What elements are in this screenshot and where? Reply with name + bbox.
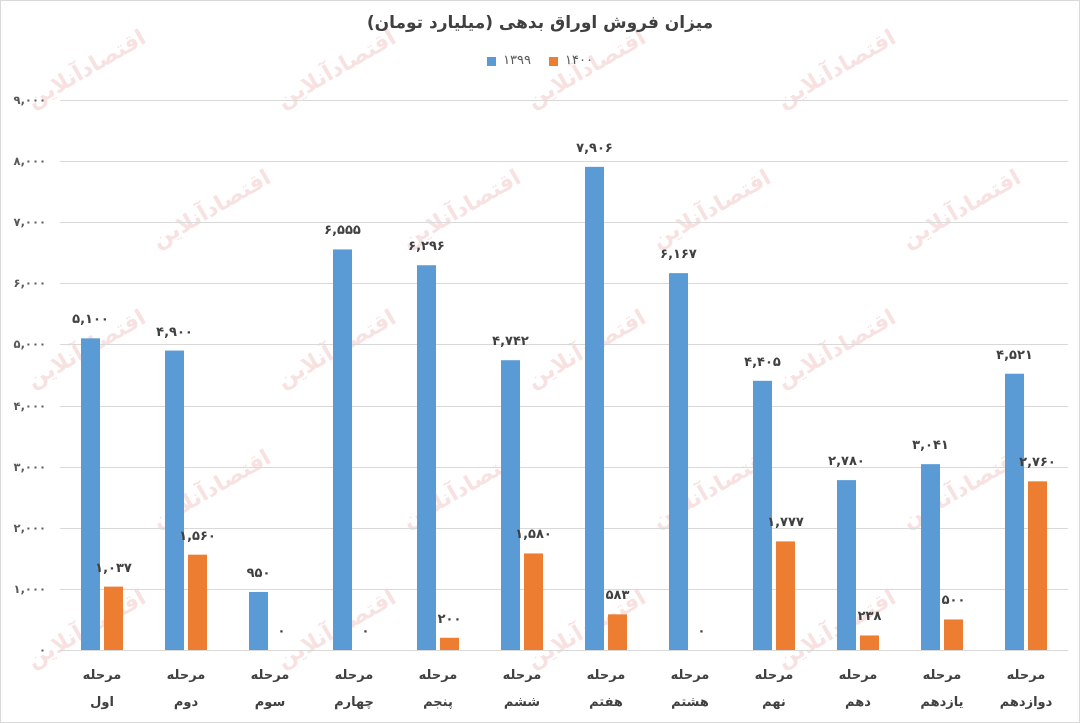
- bar-series-2-category-6: [524, 553, 543, 650]
- category-label-text: مرحله هشتم: [670, 668, 710, 710]
- y-tick-label: ۲,۰۰۰: [13, 520, 46, 535]
- data-label-series-2-category-3: ۰: [277, 624, 286, 639]
- data-label-series-1-category-9: ۴,۴۰۵: [744, 354, 781, 370]
- category-label-text: مرحله چهارم: [334, 668, 374, 710]
- legend-item-series-1: ۱۳۹۹: [487, 52, 531, 70]
- data-label-series-1-category-11: ۳,۰۴۱: [912, 438, 949, 454]
- bar-series-2-category-9: [776, 541, 795, 650]
- bar-series-2-category-12: [1028, 481, 1047, 650]
- bar-series-2-category-2: [188, 554, 207, 650]
- data-label-series-2-category-1: ۱,۰۳۷: [95, 560, 132, 576]
- category-label-text: مرحله ششم: [502, 668, 542, 710]
- bar-series-2-category-7: [608, 614, 627, 650]
- chart-title: میزان فروش اوراق بدهی (میلیارد تومان): [366, 13, 714, 33]
- category-label-text: مرحله دوم: [166, 668, 206, 710]
- bar-series-1-category-3: [249, 591, 268, 650]
- legend-item-series-2: ۱۴۰۰: [549, 52, 593, 70]
- legend: ۱۳۹۹ ۱۴۰۰: [0, 52, 1080, 70]
- category-label-7: مرحله هفتم: [564, 662, 648, 716]
- category-label-text: مرحله سوم: [250, 668, 290, 710]
- bar-series-2-category-1: [104, 586, 123, 650]
- bar-series-2-category-10: [860, 635, 879, 650]
- bar-series-1-category-7: [585, 166, 604, 650]
- category-label-4: مرحله چهارم: [312, 662, 396, 716]
- bar-series-1-category-4: [333, 249, 352, 650]
- data-label-series-2-category-8: ۰: [697, 624, 706, 639]
- category-label-5: مرحله پنجم: [396, 662, 480, 716]
- data-label-series-2-category-4: ۰: [361, 624, 370, 639]
- data-label-series-1-category-2: ۴,۹۰۰: [156, 324, 193, 340]
- category-label-text: مرحله دوازدهم: [999, 668, 1053, 710]
- data-label-series-1-category-4: ۶,۵۵۵: [324, 223, 361, 239]
- data-label-series-2-category-2: ۱,۵۶۰: [179, 528, 216, 544]
- category-label-1: مرحله اول: [60, 662, 144, 716]
- bar-series-1-category-5: [417, 265, 436, 650]
- data-label-series-1-category-12: ۴,۵۲۱: [996, 347, 1033, 363]
- data-label-series-2-category-9: ۱,۷۷۷: [767, 515, 804, 531]
- legend-swatch-series-2: [549, 56, 558, 66]
- bar-series-1-category-1: [81, 338, 100, 650]
- category-label-12: مرحله دوازدهم: [984, 662, 1068, 716]
- bar-series-2-category-11: [944, 619, 963, 650]
- data-label-series-1-category-6: ۴,۷۴۲: [492, 334, 529, 350]
- data-label-series-2-category-7: ۵۸۳: [605, 588, 630, 604]
- y-tick-label: ۴,۰۰۰: [13, 398, 46, 413]
- bar-series-1-category-8: [669, 273, 688, 650]
- legend-label-series-2: ۱۴۰۰: [565, 53, 593, 68]
- category-label-text: مرحله یازدهم: [920, 668, 964, 710]
- data-label-series-1-category-5: ۶,۲۹۶: [408, 239, 445, 255]
- category-label-10: مرحله دهم: [816, 662, 900, 716]
- legend-swatch-series-1: [487, 56, 497, 66]
- y-tick-label: ۷,۰۰۰: [13, 215, 46, 230]
- data-label-series-1-category-8: ۶,۱۶۷: [660, 247, 697, 263]
- category-label-text: مرحله نهم: [754, 668, 794, 710]
- y-tick-label: ۵,۰۰۰: [13, 337, 46, 352]
- category-label-9: مرحله نهم: [732, 662, 816, 716]
- y-tick-label: ۶,۰۰۰: [13, 276, 46, 291]
- data-label-series-2-category-10: ۲۳۸: [857, 609, 882, 625]
- data-label-series-1-category-1: ۵,۱۰۰: [72, 312, 109, 328]
- bar-series-1-category-11: [921, 464, 940, 650]
- gridlines: [60, 100, 1068, 651]
- category-label-text: مرحله پنجم: [418, 668, 458, 710]
- category-label-2: مرحله دوم: [144, 662, 228, 716]
- category-label-text: مرحله دهم: [838, 668, 878, 710]
- y-tick-label: ۰: [38, 643, 46, 657]
- data-label-series-1-category-10: ۲,۷۸۰: [828, 454, 865, 470]
- data-label-series-1-category-3: ۹۵۰: [246, 565, 271, 581]
- category-label-6: مرحله ششم: [480, 662, 564, 716]
- data-label-series-2-category-12: ۲,۷۶۰: [1019, 455, 1056, 471]
- data-label-series-2-category-6: ۱,۵۸۰: [515, 527, 552, 543]
- bar-series-1-category-10: [837, 480, 856, 650]
- bar-series-2-category-5: [440, 637, 459, 650]
- category-label-3: مرحله سوم: [228, 662, 312, 716]
- bar-series-1-category-9: [753, 380, 772, 650]
- y-tick-label: ۳,۰۰۰: [13, 459, 46, 474]
- category-label-text: مرحله هفتم: [586, 668, 626, 710]
- data-label-series-2-category-11: ۵۰۰: [941, 593, 966, 609]
- y-tick-label: ۹,۰۰۰: [13, 93, 46, 107]
- y-tick-label: ۱,۰۰۰: [13, 581, 46, 596]
- category-label-11: مرحله یازدهم: [900, 662, 984, 716]
- bars: [81, 166, 1047, 650]
- data-label-series-1-category-7: ۷,۹۰۶: [576, 140, 613, 156]
- bar-series-1-category-6: [501, 360, 520, 650]
- category-label-text: مرحله اول: [82, 668, 122, 710]
- y-tick-label: ۸,۰۰۰: [13, 154, 46, 169]
- category-label-8: مرحله هشتم: [648, 662, 732, 716]
- data-label-series-2-category-5: ۲۰۰: [437, 611, 462, 627]
- bar-series-1-category-2: [165, 350, 184, 650]
- legend-label-series-1: ۱۳۹۹: [503, 53, 531, 68]
- bar-series-1-category-12: [1005, 373, 1024, 650]
